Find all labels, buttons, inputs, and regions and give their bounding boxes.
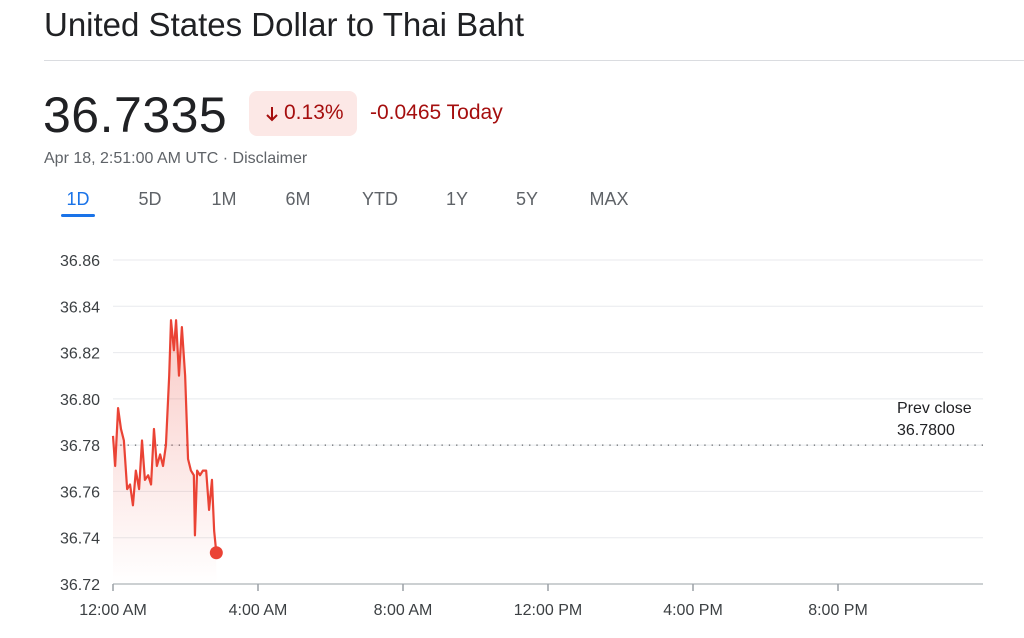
separator: · [222, 150, 229, 167]
range-tab[interactable]: 5D [138, 189, 162, 209]
y-tick-label: 36.80 [60, 392, 100, 409]
prev-close-value: 36.7800 [897, 422, 955, 439]
prev-close-label: Prev close [897, 400, 972, 417]
range-tab[interactable]: 1M [211, 189, 237, 209]
y-tick-label: 36.74 [60, 531, 100, 548]
y-tick-label: 36.76 [60, 484, 100, 501]
y-tick-label: 36.82 [60, 346, 100, 363]
change-badge [249, 91, 357, 136]
y-tick-label: 36.86 [60, 253, 100, 270]
range-tab[interactable]: 1D [66, 189, 90, 209]
range-tab[interactable]: YTD [362, 189, 398, 209]
x-tick-label: 12:00 AM [79, 602, 147, 619]
x-tick-label: 8:00 PM [808, 602, 868, 619]
price-line [111, 319, 218, 553]
range-tab[interactable]: 1Y [445, 189, 469, 209]
active-tab-indicator [61, 214, 95, 217]
y-tick-label: 36.72 [60, 577, 100, 594]
area [113, 320, 217, 584]
disclaimer-link[interactable]: Disclaimer [232, 150, 308, 167]
x-tick-label: 8:00 AM [374, 602, 433, 619]
last-point [209, 546, 223, 560]
divider [44, 60, 1024, 61]
timestamp-row: Apr 18, 2:51:00 AM UTC · Disclaimer [44, 150, 307, 168]
title: United States Dollar to Thai Baht [44, 6, 524, 43]
down-arrow-icon [266, 107, 278, 122]
range-tab[interactable]: MAX [589, 189, 629, 209]
x-tick-label: 4:00 AM [229, 602, 288, 619]
timestamp: Apr 18, 2:51:00 AM UTC [44, 150, 219, 167]
range-tab[interactable]: 6M [285, 189, 311, 209]
x-tick-label: 12:00 PM [514, 602, 582, 619]
change-percent: 0.13% [284, 101, 344, 124]
change-today: -0.0465 Today [370, 101, 503, 124]
y-tick-label: 36.78 [60, 438, 100, 455]
range-tab[interactable]: 5Y [515, 189, 539, 209]
x-tick-label: 4:00 PM [663, 602, 723, 619]
price: 36.7335 [43, 87, 228, 143]
y-tick-label: 36.84 [60, 299, 100, 316]
